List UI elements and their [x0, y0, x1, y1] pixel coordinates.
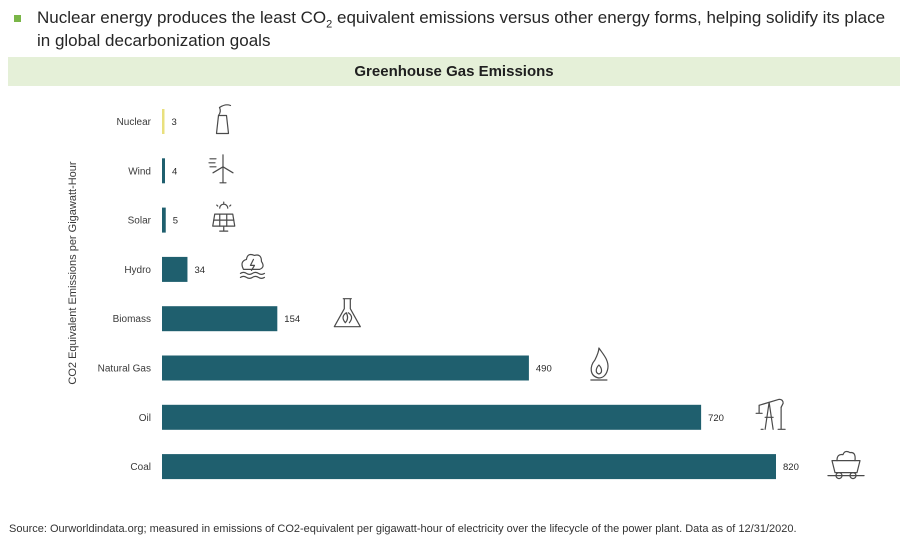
icon-stroke [764, 401, 774, 430]
value-label: 820 [783, 462, 799, 473]
icon-stroke [213, 213, 235, 232]
icon-stroke [218, 104, 232, 109]
oil-pumpjack-icon [755, 398, 786, 430]
icon-stroke [241, 253, 264, 270]
bar-hydro [162, 256, 188, 282]
gas-flame-icon [590, 347, 609, 381]
y-axis-title: CO2 Equivalent Emissions per Gigawatt-Ho… [67, 161, 79, 384]
icon-stroke [755, 404, 764, 430]
headline-text: Nuclear energy produces the least CO2 eq… [37, 6, 894, 52]
icon-stroke [249, 258, 256, 271]
solar-panel-icon [212, 201, 236, 232]
value-label: 154 [284, 314, 300, 325]
icon-stroke [758, 398, 784, 408]
category-label: Oil [139, 413, 151, 424]
bar-natural-gas [162, 355, 529, 381]
value-label: 34 [194, 265, 205, 276]
category-label: Coal [130, 462, 151, 473]
icon-stroke [595, 364, 603, 375]
icon-stroke [217, 106, 221, 117]
icon-stroke [831, 460, 861, 474]
icon-stroke [836, 450, 856, 462]
biomass-flask-icon [333, 298, 361, 328]
icon-stroke [219, 166, 227, 184]
category-label: Solar [128, 216, 152, 227]
icon-stroke [239, 275, 266, 279]
bar-coal [162, 454, 776, 480]
nuclear-plant-icon [215, 104, 232, 135]
bullet-icon [14, 15, 21, 22]
icon-stroke [777, 406, 786, 430]
headline-subscript: 2 [326, 18, 333, 31]
headline-post: equivalent emissions versus other energy… [37, 8, 886, 50]
icon-stroke [239, 271, 266, 275]
icon-stroke [590, 347, 609, 379]
category-label: Wind [128, 166, 151, 177]
value-label: 4 [172, 166, 177, 177]
category-label: Nuclear [117, 117, 152, 128]
hydro-water-icon [239, 253, 266, 279]
value-label: 490 [536, 364, 552, 375]
icon-stroke [212, 154, 234, 174]
source-note: Source: Ourworldindata.org; measured in … [9, 523, 797, 535]
category-label: Hydro [124, 265, 151, 276]
icon-stroke [216, 201, 232, 209]
icon-stroke [333, 298, 361, 328]
value-label: 5 [173, 216, 178, 227]
chart-title: Greenhouse Gas Emissions [8, 57, 900, 86]
bar-nuclear [162, 109, 165, 134]
bar-wind [162, 158, 165, 184]
headline-row: Nuclear energy produces the least CO2 eq… [14, 6, 894, 52]
icon-stroke [342, 312, 353, 324]
category-label: Natural Gas [98, 364, 151, 375]
icon-stroke [208, 158, 217, 168]
bar-oil [162, 404, 702, 430]
headline-pre: Nuclear energy produces the least CO [37, 8, 327, 27]
value-label: 3 [172, 117, 177, 128]
wind-turbine-icon [208, 154, 234, 184]
category-label: Biomass [113, 314, 151, 325]
bar-solar [162, 207, 166, 233]
coal-cart-icon [827, 450, 865, 480]
chart-title-text: Greenhouse Gas Emissions [354, 63, 554, 80]
value-label: 720 [708, 413, 724, 424]
bar-biomass [162, 306, 278, 332]
icon-stroke [215, 114, 230, 135]
